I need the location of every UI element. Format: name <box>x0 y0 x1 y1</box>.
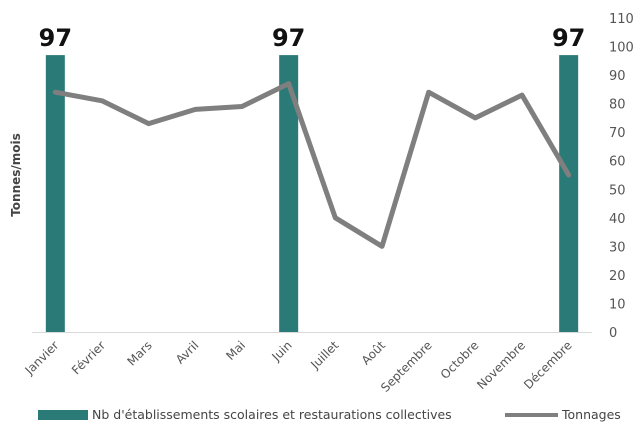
y-tick-label: 30 <box>609 240 626 255</box>
bar-Juin <box>279 55 299 332</box>
y-axis-label: Tonnes/mois <box>9 133 23 217</box>
x-tick-label: Avril <box>173 338 201 366</box>
y-tick-label: 10 <box>609 297 626 312</box>
y-tick-label: 0 <box>609 326 617 341</box>
x-tick-label: Février <box>69 338 108 377</box>
legend-bar-label: Nb d'établissements scolaires et restaur… <box>92 407 452 422</box>
y-tick-label: 50 <box>609 183 626 198</box>
y-tick-label: 100 <box>609 41 634 56</box>
y-tick-label: 110 <box>609 12 634 27</box>
y-tick-label: 40 <box>609 212 626 227</box>
x-ticks-group: Janvier Février Mars Avril Mai Juin Juillet Aoû… <box>22 338 575 395</box>
y-ticks-group: 0 10 20 30 40 50 60 70 80 90 100 110 <box>609 12 634 341</box>
bar-data-label: 97 <box>39 24 72 52</box>
bar-data-label: 97 <box>552 24 585 52</box>
y-tick-label: 90 <box>609 69 626 84</box>
legend: Nb d'établissements scolaires et restaur… <box>38 407 621 422</box>
x-tick-label: Mai <box>223 338 248 363</box>
y-tick-label: 80 <box>609 98 626 113</box>
bars-group <box>45 55 579 332</box>
bar-Janvier <box>45 55 65 332</box>
x-tick-label: Janvier <box>22 338 62 378</box>
y-tick-label: 70 <box>609 126 626 141</box>
x-tick-label: Août <box>359 338 389 368</box>
x-tick-label: Juillet <box>307 338 341 372</box>
y-tick-label: 20 <box>609 269 626 284</box>
x-tick-label: Juin <box>269 338 295 364</box>
x-tick-label: Novembre <box>474 338 528 392</box>
x-tick-label: Mars <box>124 338 154 368</box>
bar-data-label: 97 <box>272 24 305 52</box>
tonnages-line <box>52 81 572 249</box>
legend-bar-swatch <box>38 410 88 420</box>
legend-line-label: Tonnages <box>561 407 621 422</box>
bar-Décembre <box>559 55 579 332</box>
bar-labels-group: 97 97 97 <box>39 24 586 52</box>
y-tick-label: 60 <box>609 155 626 170</box>
x-tick-label: Octobre <box>438 338 482 382</box>
x-tick-label: Décembre <box>521 338 575 392</box>
